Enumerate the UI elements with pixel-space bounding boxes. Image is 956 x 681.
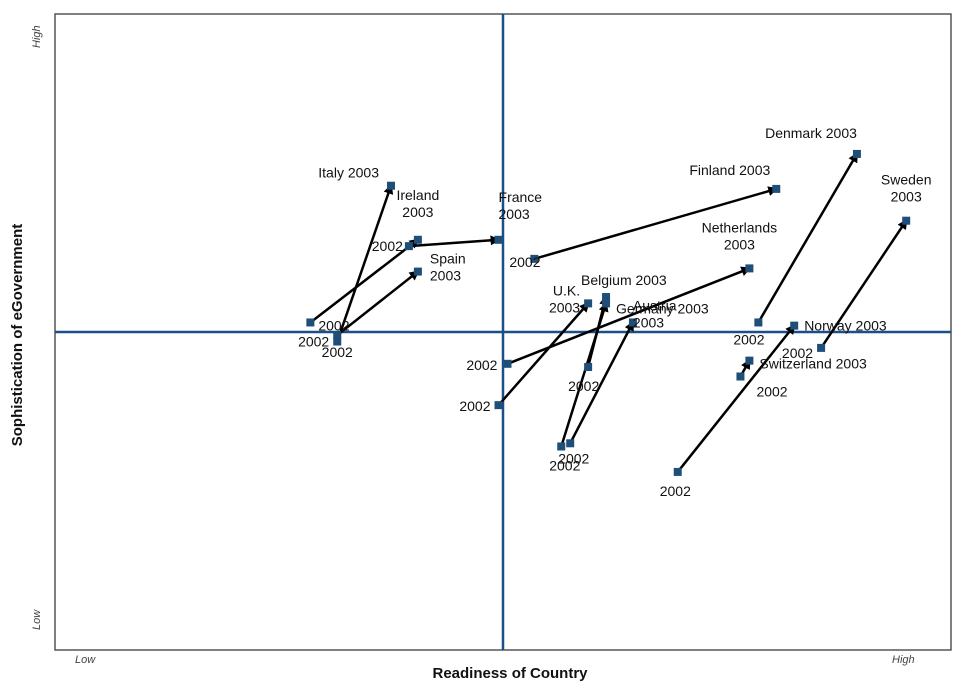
- point-switzerland-2003: [745, 356, 754, 365]
- label-spain-2003: Spain 2003: [430, 251, 466, 284]
- label-belgium-2003: Belgium 2003: [581, 272, 667, 288]
- label-netherlands-2002: 2002: [466, 357, 497, 373]
- arrow-sweden: [820, 219, 908, 349]
- label-france-2002: 2002: [372, 238, 403, 254]
- label-finland-2002: 2002: [509, 254, 540, 270]
- label-ireland-2003: Ireland 2003: [396, 187, 439, 220]
- point-uk-2002: [494, 401, 503, 410]
- y-high-label: High: [31, 25, 43, 48]
- label-france-2003: France 2003: [499, 189, 543, 222]
- arrow-finland: [534, 186, 779, 261]
- labels-group: Italy 2003 2002 Ireland 2003 2002 Spain 2003 20…: [298, 125, 931, 499]
- arrow-germany: [560, 301, 609, 447]
- label-austria-2002: 2002: [558, 450, 589, 466]
- point-norway-2002: [673, 467, 682, 476]
- point-belgium-2003: [602, 293, 611, 302]
- label-norway-2003: Norway 2003: [804, 318, 887, 334]
- point-germany-2003: [602, 299, 611, 308]
- point-italy-2003: [387, 181, 395, 190]
- x-low-label: Low: [75, 654, 96, 666]
- label-austria-2003: Austria 2003: [633, 297, 677, 330]
- label-italy-2003: Italy 2003: [318, 165, 379, 181]
- arrow-uk: [497, 301, 590, 406]
- label-finland-2003: Finland 2003: [689, 162, 770, 178]
- label-norway-2002: 2002: [660, 483, 691, 499]
- arrow-ireland: [309, 238, 420, 324]
- label-germany-2003: Germany 2003: [616, 300, 709, 316]
- arrow-spain: [336, 270, 420, 337]
- arrow-denmark: [757, 152, 858, 324]
- point-switzerland-2002: [736, 372, 745, 381]
- label-uk-2003: U.K. 2003: [549, 282, 580, 315]
- point-netherlands-2003: [745, 264, 754, 273]
- point-sweden-2002: [817, 343, 826, 352]
- point-finland-2003: [772, 184, 781, 193]
- label-sweden-2003: Sweden 2003: [881, 172, 932, 205]
- point-italy-2002: [333, 337, 342, 346]
- point-ireland-2002: [306, 318, 315, 327]
- point-austria-2003: [628, 318, 637, 327]
- point-finland-2002: [530, 254, 539, 263]
- point-norway-2003: [790, 321, 799, 330]
- point-sweden-2003: [902, 216, 911, 225]
- point-denmark-2003: [852, 149, 861, 158]
- label-spain-2002: 2002: [322, 344, 353, 360]
- arrow-norway: [676, 324, 796, 473]
- point-uk-2003: [584, 299, 593, 308]
- point-netherlands-2002: [503, 359, 512, 368]
- point-austria-2002: [566, 439, 575, 448]
- arrows-group: [309, 152, 908, 473]
- point-belgium-2002: [584, 362, 593, 371]
- label-ireland-2002: 2002: [318, 317, 349, 333]
- point-denmark-2002: [754, 318, 763, 327]
- point-ireland-2003: [413, 235, 422, 244]
- x-high-label: High: [892, 654, 915, 666]
- y-low-label: Low: [31, 609, 43, 630]
- x-axis-title: Readiness of Country: [432, 665, 588, 681]
- label-italy-2002: 2002: [298, 334, 329, 350]
- point-spain-2002: [333, 331, 342, 340]
- arrow-italy: [336, 183, 394, 342]
- point-france-2002: [404, 242, 413, 251]
- label-sweden-2002: 2002: [782, 345, 813, 361]
- arrow-france: [408, 235, 501, 248]
- label-switzerland-2002: 2002: [756, 384, 787, 400]
- label-denmark-2003: Denmark 2003: [765, 125, 857, 141]
- point-france-2003: [494, 235, 503, 244]
- arrow-austria: [569, 320, 635, 444]
- point-spain-2003: [413, 267, 422, 276]
- markers-group: [306, 149, 911, 476]
- label-belgium-2002: 2002: [568, 378, 599, 394]
- label-switzerland-2003: Switzerland 2003: [759, 356, 867, 372]
- label-uk-2002: 2002: [459, 398, 490, 414]
- point-germany-2002: [557, 442, 566, 451]
- label-netherlands-2003: Netherlands 2003: [702, 219, 778, 252]
- label-denmark-2002: 2002: [733, 331, 764, 347]
- label-germany-2002: 2002: [549, 457, 580, 473]
- y-axis-title: Sophistication of eGovernment: [9, 224, 26, 447]
